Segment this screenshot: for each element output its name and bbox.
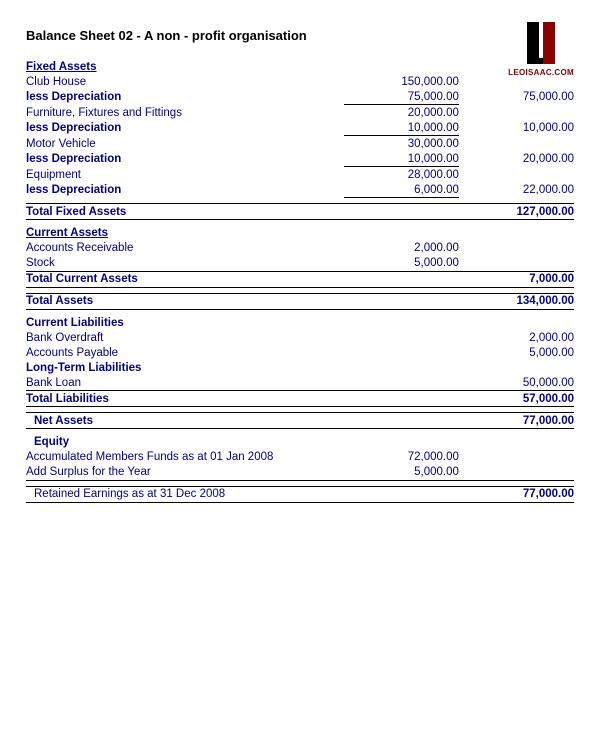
table-row: Accounts Payable5,000.00: [26, 345, 574, 360]
table-row: Motor Vehicle30,000.00: [26, 136, 574, 152]
table-row: Bank Overdraft2,000.00: [26, 330, 574, 345]
table-row: less Depreciation6,000.0022,000.00: [26, 182, 574, 198]
logo: LEOISAAC.COM: [508, 22, 574, 77]
total-row: Total Fixed Assets127,000.00: [26, 204, 574, 220]
table-row: Club House150,000.00: [26, 74, 574, 89]
page-title: Balance Sheet 02 - A non - profit organi…: [26, 28, 574, 43]
section-heading: Long-Term Liabilities: [26, 360, 344, 375]
section-heading: Equity: [26, 435, 344, 450]
table-row: Accounts Receivable2,000.00: [26, 241, 574, 256]
logo-text: LEOISAAC.COM: [508, 68, 574, 77]
logo-icon: [523, 22, 559, 64]
table-row: less Depreciation10,000.0020,000.00: [26, 151, 574, 167]
table-row: Furniture, Fixtures and Fittings20,000.0…: [26, 105, 574, 121]
table-row: Stock5,000.00: [26, 256, 574, 272]
balance-sheet-table: Fixed Assets Club House150,000.00 less D…: [26, 59, 574, 508]
table-row: Add Surplus for the Year5,000.00: [26, 465, 574, 481]
section-heading: Current Liabilities: [26, 315, 344, 330]
table-row: Equipment28,000.00: [26, 167, 574, 183]
table-row: less Depreciation10,000.0010,000.00: [26, 120, 574, 136]
section-heading: Current Assets: [26, 226, 344, 241]
table-row: Bank Loan50,000.00: [26, 375, 574, 391]
total-row: Total Current Assets7,000.00: [26, 271, 574, 287]
total-row: Total Assets134,000.00: [26, 293, 574, 309]
total-row: Net Assets77,000.00: [26, 413, 574, 429]
total-row: Total Liabilities57,000.00: [26, 391, 574, 407]
table-row: less Depreciation75,000.0075,000.00: [26, 89, 574, 105]
table-row: Accumulated Members Funds as at 01 Jan 2…: [26, 450, 574, 465]
section-heading: Fixed Assets: [26, 59, 344, 74]
total-row: Retained Earnings as at 31 Dec 200877,00…: [26, 486, 574, 502]
